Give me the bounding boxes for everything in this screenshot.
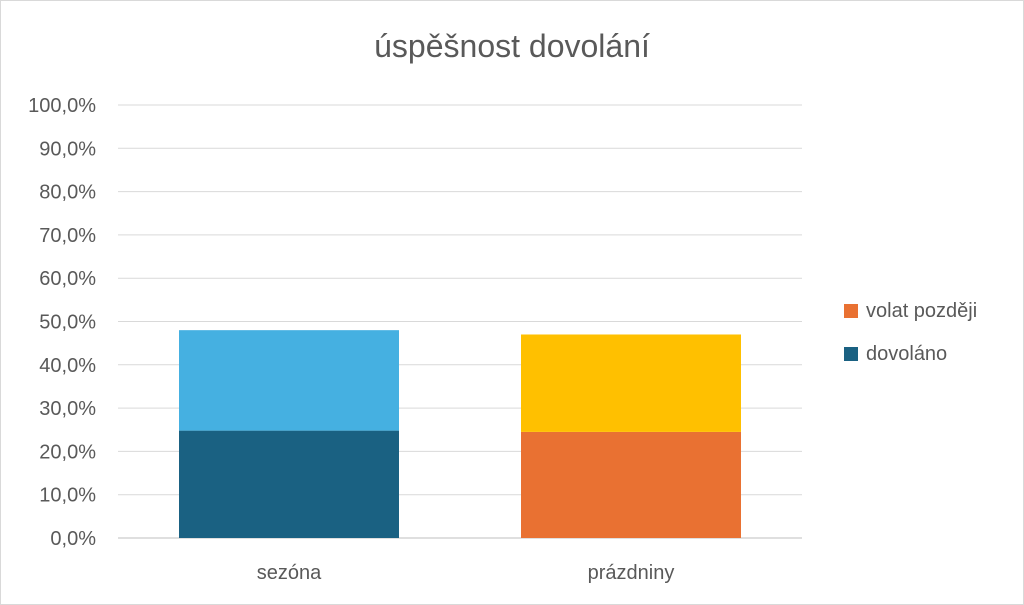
y-tick-label: 0,0% — [50, 528, 96, 550]
legend-swatch-dovolano — [844, 347, 858, 361]
chart-title: úspěšnost dovolání — [374, 28, 650, 64]
bar-segment — [521, 334, 741, 432]
legend-item-dovolano: dovoláno — [844, 343, 977, 365]
x-tick-label: prázdniny — [588, 562, 675, 584]
y-tick-label: 100,0% — [28, 95, 96, 117]
y-tick-label: 60,0% — [39, 268, 96, 290]
legend-label-dovolano: dovoláno — [866, 342, 948, 365]
legend-swatch-volat-pozdeji — [844, 304, 858, 318]
y-tick-label: 80,0% — [39, 182, 96, 204]
bar-segment — [521, 431, 741, 538]
y-tick-label: 90,0% — [39, 138, 96, 160]
legend: volat později dovoláno — [844, 300, 977, 386]
y-tick-label: 10,0% — [39, 485, 96, 507]
y-tick-label: 50,0% — [39, 312, 96, 334]
y-tick-label: 30,0% — [39, 398, 96, 420]
legend-item-volat-pozdeji: volat později — [844, 300, 977, 322]
legend-label-volat-pozdeji: volat později — [866, 299, 978, 322]
y-tick-label: 20,0% — [39, 441, 96, 463]
bar-segment — [179, 330, 399, 431]
y-tick-label: 70,0% — [39, 225, 96, 247]
x-tick-label: sezóna — [257, 562, 322, 584]
y-tick-label: 40,0% — [39, 355, 96, 377]
bar-segment — [179, 430, 399, 538]
